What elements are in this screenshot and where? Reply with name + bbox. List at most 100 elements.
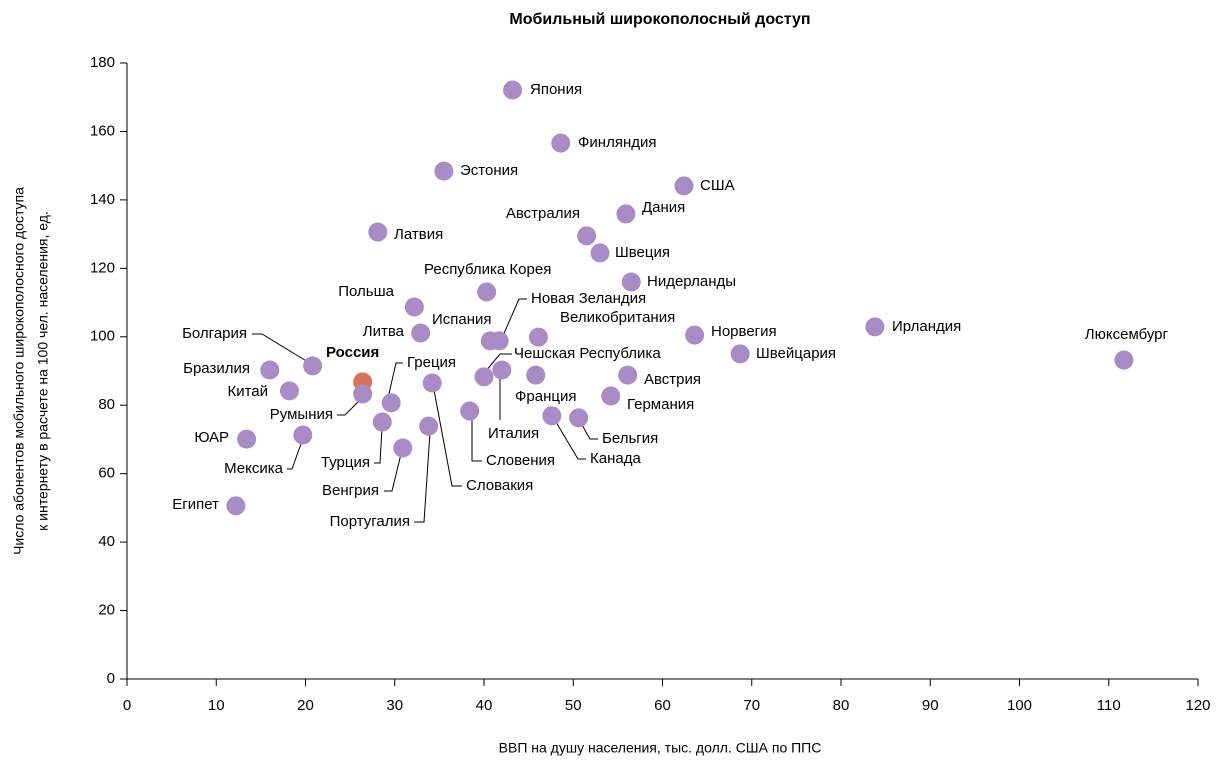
point <box>601 386 621 406</box>
point-label: Италия <box>488 425 539 442</box>
x-tick-label: 80 <box>833 697 850 714</box>
y-tick-label: 140 <box>90 191 115 208</box>
point-label: Эстония <box>460 162 518 179</box>
x-tick-label: 50 <box>565 697 582 714</box>
point-label: Германия <box>627 396 694 413</box>
leader-line <box>484 353 512 373</box>
point <box>237 429 257 449</box>
point <box>674 176 694 196</box>
point-label: Швейцария <box>756 345 836 362</box>
point-label: Литва <box>363 323 405 340</box>
point <box>460 401 480 421</box>
point <box>616 204 636 224</box>
point-label: Люксембург <box>1085 326 1169 343</box>
point <box>303 356 323 376</box>
y-tick-label: 80 <box>98 396 115 413</box>
point-label: Новая Зеландия <box>531 290 646 307</box>
point <box>730 344 750 364</box>
y-tick-label: 20 <box>98 602 115 619</box>
leader-line <box>387 362 403 399</box>
y-tick-label: 120 <box>90 259 115 276</box>
x-tick-label: 10 <box>208 697 225 714</box>
y-tick-label: 60 <box>98 465 115 482</box>
point-label: Франция <box>515 388 576 405</box>
point-label: Бразилия <box>183 360 250 377</box>
point <box>368 222 388 242</box>
x-tick-label: 90 <box>922 697 939 714</box>
point-label: Австрия <box>644 371 701 388</box>
point <box>372 412 392 432</box>
y-tick-label: 180 <box>90 54 115 71</box>
x-tick-label: 20 <box>297 697 314 714</box>
y-tick-label: 40 <box>98 533 115 550</box>
point <box>353 384 373 404</box>
point <box>489 331 509 351</box>
point-label: Ирландия <box>892 318 961 335</box>
point-label: Китай <box>227 383 268 400</box>
point-label: Великобритания <box>560 309 675 326</box>
point <box>226 496 246 516</box>
leader-line <box>433 389 462 487</box>
point <box>404 297 424 317</box>
point <box>542 406 562 426</box>
point <box>590 243 610 263</box>
leader-line <box>287 440 303 470</box>
leader-line <box>555 421 586 460</box>
point-label: Нидерланды <box>647 273 736 290</box>
point-label: Болгария <box>182 325 247 342</box>
point-label: Канада <box>590 450 641 467</box>
point-label: Республика Корея <box>424 261 551 278</box>
x-tick-label: 110 <box>1097 697 1121 714</box>
point-label: Румыния <box>270 406 333 423</box>
point <box>381 393 401 413</box>
point-label: Египет <box>172 496 219 513</box>
leader-line <box>414 431 431 523</box>
point-label: Австралия <box>506 205 580 222</box>
point <box>474 367 494 387</box>
point-label: Испания <box>432 311 492 328</box>
leader-line <box>252 333 309 363</box>
point-label: Турция <box>321 454 370 471</box>
point-label: Греция <box>407 354 456 371</box>
x-tick-label: 100 <box>1007 697 1032 714</box>
x-tick-label: 60 <box>654 697 671 714</box>
leader-line <box>384 453 402 492</box>
point <box>503 80 523 100</box>
point <box>260 360 280 380</box>
point <box>492 360 512 380</box>
point-label: Япония <box>530 81 582 98</box>
point-label: ЮАР <box>194 429 229 446</box>
point-label: Словения <box>486 452 555 469</box>
point <box>551 133 571 153</box>
x-tick-label: 30 <box>386 697 403 714</box>
y-tick-label: 100 <box>90 328 115 345</box>
point-label: Дания <box>642 199 685 216</box>
point <box>618 365 638 385</box>
x-tick-label: 40 <box>476 697 493 714</box>
leader-line <box>374 427 383 464</box>
chart-title: Мобильный широкополосный доступ <box>509 11 810 28</box>
x-tick-label: 0 <box>123 697 131 714</box>
point <box>685 325 705 345</box>
x-axis-label: ВВП на душу населения, тыс. долл. США по… <box>499 740 822 756</box>
point <box>279 381 299 401</box>
point-label: Швеция <box>615 244 670 261</box>
point <box>422 373 442 393</box>
point-label: США <box>700 177 735 194</box>
point <box>865 317 885 337</box>
point <box>477 282 497 302</box>
leader-line <box>580 422 598 440</box>
point-label: Словакия <box>466 477 533 494</box>
y-tick-label: 0 <box>107 670 115 687</box>
point-label: Бельгия <box>602 430 658 447</box>
point <box>526 365 546 385</box>
point-label: Россия <box>326 344 379 361</box>
leader-line <box>337 399 361 416</box>
point <box>621 272 641 292</box>
point <box>577 226 597 246</box>
y-axis-label: Число абонентов мобильного широкополосно… <box>11 187 27 555</box>
point-label: Норвегия <box>711 323 777 340</box>
point <box>528 327 548 347</box>
point <box>569 408 589 428</box>
point-label: Латвия <box>394 226 443 243</box>
